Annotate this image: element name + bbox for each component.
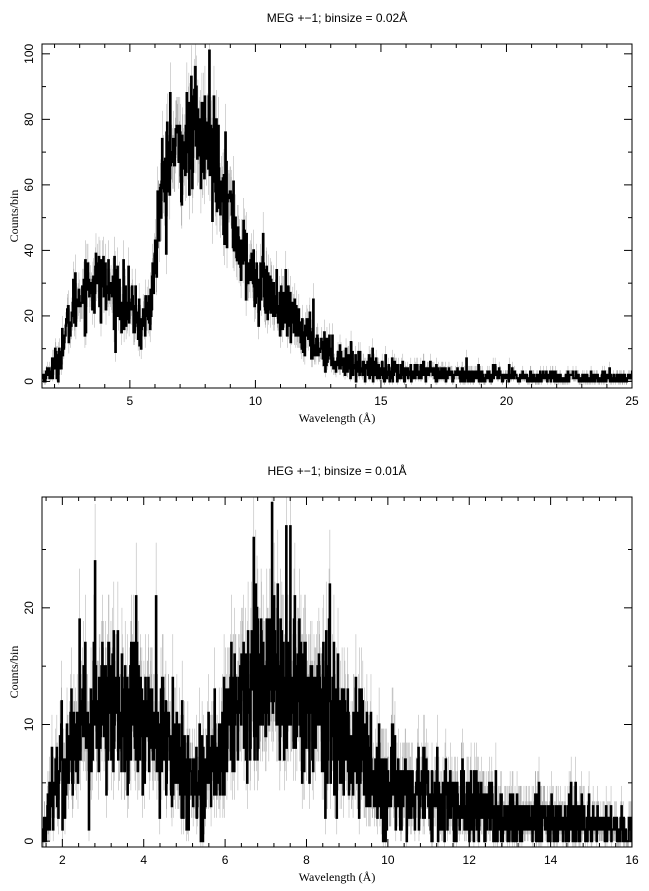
meg-chart: MEG +−1; binsize = 0.02Å 5 10 15 20 25 0 20 40 60…	[7, 10, 639, 425]
chart-title: MEG +−1; binsize = 0.02Å	[267, 10, 407, 25]
x-tick-label: 6	[222, 853, 229, 867]
y-tick-label: 20	[22, 309, 36, 323]
x-tick-label: 16	[625, 853, 639, 867]
x-tick-label: 2	[59, 853, 66, 867]
y-tick-label: 40	[22, 243, 36, 257]
y-axis-label: Counts/bin	[7, 190, 21, 243]
y-axis-label: Counts/bin	[7, 646, 21, 699]
y-tick-label: 60	[22, 178, 36, 192]
counts-line	[42, 49, 632, 383]
x-tick-label: 14	[544, 853, 558, 867]
y-tick-label: 80	[22, 112, 36, 126]
plot-frame	[41, 43, 633, 389]
spectrum-series	[42, 44, 632, 385]
y-tick-label: 0	[22, 838, 36, 845]
heg-panel: HEG +−1; binsize = 0.01Å 2 4 6 8 10 12 14 16 0 10 2…	[0, 445, 649, 891]
plot-frame	[41, 496, 633, 848]
error-bars	[42, 44, 632, 385]
counts-line	[42, 501, 632, 843]
x-axis-label: Wavelength (Å)	[299, 870, 376, 884]
spectrum-series	[42, 497, 632, 847]
x-tick-label: 12	[463, 853, 477, 867]
y-tick-label: 0	[22, 378, 36, 385]
x-tick-label: 10	[381, 853, 395, 867]
x-tick-label: 20	[500, 394, 514, 408]
x-tick-label: 8	[303, 853, 310, 867]
chart-title: HEG +−1; binsize = 0.01Å	[267, 463, 406, 478]
x-tick-label: 10	[249, 394, 263, 408]
x-axis-label: Wavelength (Å)	[299, 411, 376, 425]
x-tick-label: 5	[127, 394, 134, 408]
meg-panel: MEG +−1; binsize = 0.02Å 5 10 15 20 25 0 20 40 60…	[0, 0, 649, 445]
heg-chart: HEG +−1; binsize = 0.01Å 2 4 6 8 10 12 14 16 0 10 2…	[7, 463, 639, 884]
x-tick-label: 25	[625, 394, 639, 408]
x-tick-label: 15	[374, 394, 388, 408]
x-tick-label: 4	[140, 853, 147, 867]
y-tick-label: 100	[22, 43, 36, 63]
y-tick-label: 10	[22, 718, 36, 732]
y-tick-label: 20	[22, 601, 36, 615]
